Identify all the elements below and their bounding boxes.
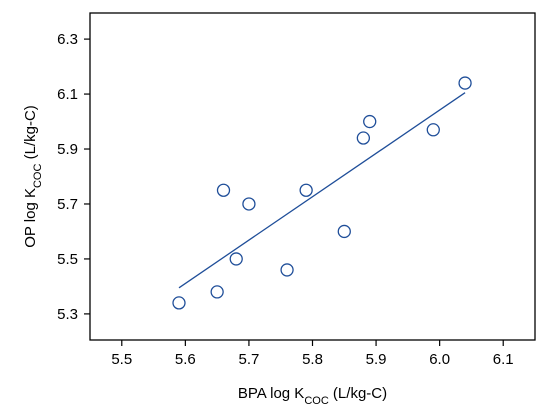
regression-line <box>178 92 466 289</box>
y-tick-label: 5.7 <box>57 196 78 213</box>
y-axis-ticks: 5.3 5.5 5.7 5.9 6.1 6.3 <box>57 31 90 323</box>
data-point <box>337 224 351 239</box>
data-point <box>280 263 294 277</box>
data-point <box>356 131 371 145</box>
data-point <box>426 123 440 137</box>
data-point <box>458 76 472 90</box>
data-point <box>172 296 186 310</box>
regression-line-group <box>178 92 466 289</box>
x-tick-label: 5.8 <box>302 351 323 368</box>
x-tick-label: 5.9 <box>366 351 387 368</box>
x-tick-label: 5.7 <box>238 351 259 368</box>
x-axis-label: BPA log KCOC (L/kg-C) <box>238 385 387 407</box>
data-points <box>172 76 472 310</box>
data-point <box>210 285 224 299</box>
data-point <box>229 252 243 266</box>
data-point <box>363 114 377 129</box>
x-tick-label: 5.6 <box>175 351 196 368</box>
x-tick-label: 6.0 <box>429 351 450 368</box>
y-tick-label: 5.9 <box>57 141 78 158</box>
x-axis-ticks: 5.5 5.6 5.7 5.8 5.9 6.0 6.1 <box>111 340 514 368</box>
data-point <box>216 183 231 197</box>
plot-frame <box>89 12 536 341</box>
x-tick-label: 6.1 <box>493 351 514 368</box>
y-tick-label: 5.3 <box>57 306 78 323</box>
data-point <box>299 183 313 197</box>
y-tick-label: 6.1 <box>57 86 78 103</box>
y-tick-label: 5.5 <box>57 251 78 268</box>
y-axis-label: OP log KCOC (L/kg-C) <box>22 105 44 248</box>
data-point <box>242 197 256 211</box>
x-tick-label: 5.5 <box>111 351 132 368</box>
y-tick-label: 6.3 <box>57 31 78 48</box>
